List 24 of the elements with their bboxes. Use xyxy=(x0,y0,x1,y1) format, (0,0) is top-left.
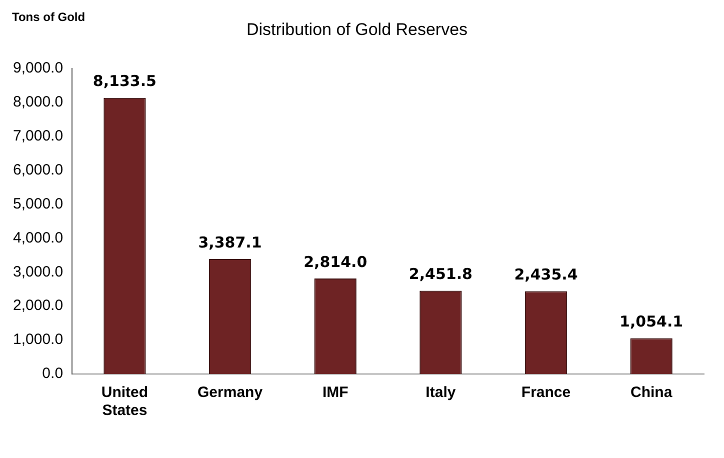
data-label: 1,054.1 xyxy=(620,312,684,331)
y-tick-label: 3,000.0 xyxy=(13,263,64,280)
y-tick-label: 5,000.0 xyxy=(13,195,64,212)
x-tick-label: United States xyxy=(101,384,148,420)
x-tick-label: IMF xyxy=(322,384,348,402)
y-tick-label: 4,000.0 xyxy=(13,229,64,246)
data-label: 2,814.0 xyxy=(304,252,368,271)
y-tick-label: 9,000.0 xyxy=(13,60,64,77)
y-tick-label: 7,000.0 xyxy=(13,127,64,144)
data-label: 2,451.8 xyxy=(408,265,472,284)
x-tick-label: Italy xyxy=(426,384,456,402)
data-label: 3,387.1 xyxy=(198,233,262,252)
y-tick-label: 6,000.0 xyxy=(13,161,64,178)
y-tick-label: 2,000.0 xyxy=(13,297,64,314)
y-tick-label: 0.0 xyxy=(42,365,64,382)
data-label: 8,133.5 xyxy=(92,72,157,90)
y-axis-title: Tons of Gold xyxy=(12,10,86,24)
x-tick-label: France xyxy=(521,384,571,402)
x-tick-label: China xyxy=(630,384,673,402)
data-label: 2,435.4 xyxy=(514,266,578,284)
chart-title: Distribution of Gold Reserves xyxy=(246,20,468,39)
x-tick-label: Germany xyxy=(198,384,264,402)
y-tick-label: 8,000.0 xyxy=(13,93,64,110)
y-tick-label: 1,000.0 xyxy=(13,331,64,348)
